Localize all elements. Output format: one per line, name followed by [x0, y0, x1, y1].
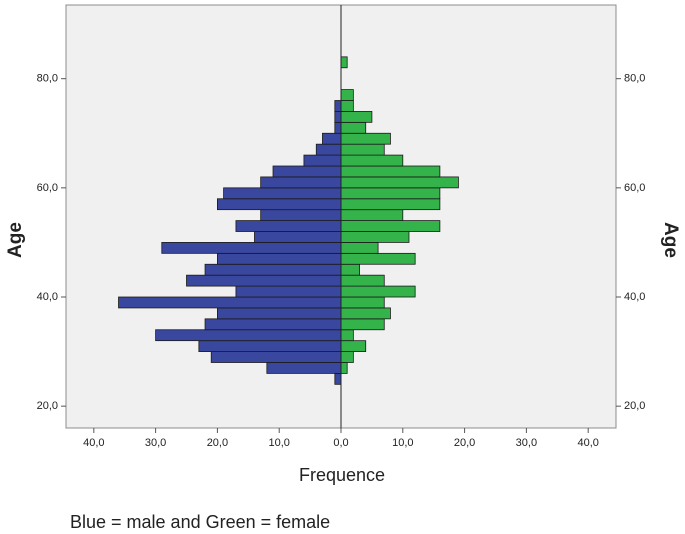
- x-tick-label: 20,0: [207, 437, 228, 449]
- bar: [272, 165, 342, 178]
- bar: [340, 132, 391, 145]
- y2-axis-label: Age: [660, 222, 681, 258]
- bar: [340, 100, 354, 112]
- bar: [260, 176, 342, 189]
- x-tick-label: 40,0: [577, 437, 598, 449]
- bar: [161, 242, 342, 254]
- y2-tick-label: 80,0: [624, 73, 645, 85]
- x-tick-label: 30,0: [516, 437, 537, 449]
- bar: [217, 307, 342, 320]
- bar: [235, 220, 342, 232]
- bar: [340, 89, 354, 101]
- y-tick-label: 80,0: [37, 73, 58, 85]
- bar: [340, 274, 385, 287]
- bar: [340, 296, 385, 309]
- bar: [235, 285, 342, 298]
- bar: [334, 373, 342, 385]
- y-tick-label: 60,0: [37, 182, 58, 194]
- bar: [340, 198, 441, 211]
- bar: [303, 154, 342, 167]
- bar: [340, 209, 404, 221]
- bar: [118, 296, 342, 309]
- bar: [210, 351, 342, 363]
- bar: [340, 121, 367, 134]
- bar: [340, 165, 441, 178]
- bar: [340, 340, 367, 352]
- bar: [340, 329, 354, 342]
- x-tick-label: 30,0: [145, 437, 166, 449]
- bar: [340, 362, 348, 374]
- bar: [217, 198, 342, 211]
- bar: [254, 231, 342, 243]
- bar: [340, 187, 441, 200]
- x-axis-label: Frequence: [299, 465, 385, 485]
- bar: [204, 263, 342, 276]
- bar: [340, 285, 416, 298]
- y-axis-label: Age: [5, 222, 26, 258]
- bar: [340, 143, 385, 156]
- bar: [340, 220, 441, 232]
- y2-tick-label: 20,0: [624, 400, 645, 412]
- bar: [340, 154, 404, 167]
- bar: [340, 252, 416, 265]
- bar: [340, 351, 354, 363]
- bar: [186, 274, 342, 287]
- bar: [223, 187, 342, 200]
- x-tick-label: 10,0: [268, 437, 289, 449]
- bar: [315, 143, 342, 156]
- bar: [340, 242, 379, 254]
- bar: [155, 329, 342, 342]
- y-tick-label: 20,0: [37, 400, 58, 412]
- y2-tick-label: 40,0: [624, 291, 645, 303]
- bar: [340, 307, 391, 320]
- bar: [340, 318, 385, 331]
- y2-tick-label: 60,0: [624, 182, 645, 194]
- x-tick-label: 0,0: [333, 437, 348, 449]
- caption: Blue = male and Green = female: [70, 512, 330, 532]
- bar: [260, 209, 342, 221]
- x-tick-label: 40,0: [83, 437, 104, 449]
- bar: [340, 176, 459, 189]
- bar: [340, 111, 373, 123]
- bar: [322, 132, 342, 145]
- bar: [198, 340, 342, 352]
- bar: [340, 231, 410, 243]
- bar: [334, 111, 342, 123]
- bar: [340, 56, 348, 69]
- bar: [340, 263, 360, 276]
- bar: [334, 121, 342, 134]
- bar: [266, 362, 342, 374]
- bar: [334, 100, 342, 112]
- x-tick-label: 20,0: [454, 437, 475, 449]
- x-tick-label: 10,0: [392, 437, 413, 449]
- bar: [217, 252, 342, 265]
- bar: [204, 318, 342, 331]
- y-tick-label: 40,0: [37, 291, 58, 303]
